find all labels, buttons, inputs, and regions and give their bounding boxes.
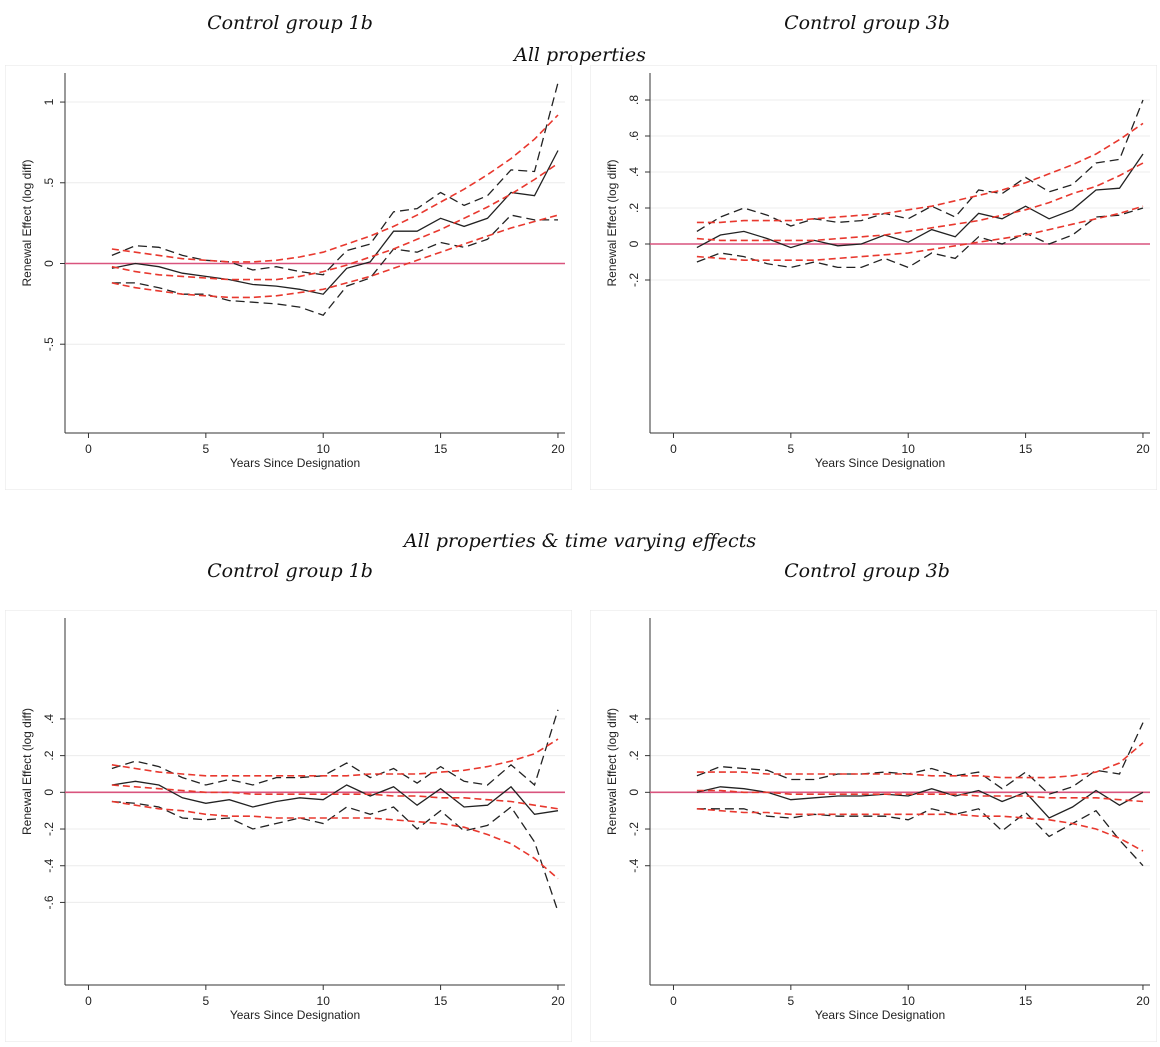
y-tick-label: -.4 bbox=[627, 858, 641, 872]
series-line-fit-upper bbox=[696, 742, 1144, 779]
x-tick-label: 0 bbox=[85, 994, 92, 1008]
series-line-fit-lower bbox=[111, 800, 559, 880]
series-line-lower-ci bbox=[696, 207, 1144, 269]
x-tick-label: 20 bbox=[1136, 994, 1150, 1008]
x-axis-label: Years Since Designation bbox=[815, 456, 945, 470]
series-line-estimate bbox=[111, 780, 559, 815]
series-line-fit-upper bbox=[111, 738, 559, 777]
header-bottom-left: Control group 1b bbox=[207, 560, 373, 582]
y-axis-label: Renewal Effect (log diff) bbox=[605, 708, 619, 835]
y-tick-label: 0 bbox=[627, 240, 641, 247]
series-line-upper-ci bbox=[111, 709, 559, 787]
x-axis-label: Years Since Designation bbox=[230, 456, 360, 470]
chart-time-varying-cg3b: -.4 -.2 0 .2 .4 0 5 10 15 20 Years Since Designati… bbox=[590, 610, 1157, 1042]
y-tick-label: -.4 bbox=[42, 858, 56, 872]
series-line-estimate bbox=[111, 150, 559, 295]
y-tick-label: -.6 bbox=[42, 895, 56, 909]
y-tick-label: .2 bbox=[627, 750, 641, 760]
series-line-fit-lower bbox=[696, 808, 1144, 852]
series-line-lower-ci bbox=[111, 214, 558, 316]
series-line-estimate bbox=[696, 786, 1144, 819]
x-tick-label: 10 bbox=[902, 994, 916, 1008]
series-line-fit bbox=[111, 784, 559, 810]
x-tick-label: 15 bbox=[1019, 994, 1033, 1008]
series-line-upper-ci bbox=[696, 722, 1144, 795]
y-tick-label: .4 bbox=[42, 714, 56, 724]
y-axis-label: Renewal Effect (log diff) bbox=[20, 160, 34, 287]
y-tick-label: -.2 bbox=[42, 822, 56, 836]
y-tick-label: .6 bbox=[627, 131, 641, 141]
series-line-upper-ci bbox=[696, 99, 1144, 232]
x-tick-label: 5 bbox=[788, 442, 795, 456]
series-line-fit bbox=[111, 162, 559, 281]
header-top-left: Control group 1b bbox=[207, 12, 373, 34]
y-axis-label: Renewal Effect (log diff) bbox=[605, 160, 619, 287]
x-tick-label: 15 bbox=[434, 442, 448, 456]
series-line-estimate bbox=[696, 153, 1144, 249]
y-tick-label: -.5 bbox=[42, 337, 56, 351]
x-tick-label: 0 bbox=[85, 442, 92, 456]
y-tick-label: -.2 bbox=[627, 822, 641, 836]
y-tick-label: -.2 bbox=[627, 273, 641, 287]
series-line-fit-upper bbox=[111, 114, 559, 263]
x-tick-label: 0 bbox=[670, 994, 677, 1008]
x-tick-label: 20 bbox=[551, 442, 565, 456]
x-tick-label: 5 bbox=[203, 994, 210, 1008]
x-tick-label: 10 bbox=[902, 442, 916, 456]
x-tick-label: 0 bbox=[670, 442, 677, 456]
series-line-upper-ci bbox=[111, 82, 559, 276]
x-tick-label: 10 bbox=[317, 442, 331, 456]
header-bottom-section: All properties & time varying effects bbox=[403, 530, 757, 552]
series-line-fit bbox=[696, 789, 1144, 803]
x-tick-label: 20 bbox=[1136, 442, 1150, 456]
x-tick-label: 10 bbox=[317, 994, 331, 1008]
y-tick-label: .8 bbox=[627, 95, 641, 105]
chart-all-properties-cg3b: -.2 0 .2 .4 .6 .8 0 5 10 15 20 Years Since Designat… bbox=[590, 65, 1157, 490]
x-axis-label: Years Since Designation bbox=[230, 1008, 360, 1022]
x-tick-label: 5 bbox=[203, 442, 210, 456]
header-top-right: Control group 3b bbox=[784, 12, 950, 34]
y-tick-label: .4 bbox=[627, 714, 641, 724]
y-axis-label: Renewal Effect (log diff) bbox=[20, 708, 34, 835]
y-tick-label: .5 bbox=[42, 177, 56, 187]
plot-frame bbox=[590, 65, 1157, 490]
y-tick-label: 0 bbox=[42, 260, 56, 267]
y-tick-label: .2 bbox=[627, 203, 641, 213]
header-top-section: All properties bbox=[514, 44, 646, 66]
series-line-fit bbox=[696, 162, 1144, 242]
series-line-fit-lower bbox=[111, 214, 559, 299]
x-tick-label: 5 bbox=[788, 994, 795, 1008]
series-line-fit-lower bbox=[696, 205, 1144, 261]
y-tick-label: 1 bbox=[42, 98, 56, 105]
series-line-fit-upper bbox=[696, 122, 1144, 224]
x-axis-label: Years Since Designation bbox=[815, 1008, 945, 1022]
y-tick-label: .4 bbox=[627, 167, 641, 177]
x-tick-label: 20 bbox=[551, 994, 565, 1008]
chart-time-varying-cg1b: -.6 -.4 -.2 0 .2 .4 0 5 10 15 20 Years Since Design… bbox=[5, 610, 572, 1042]
y-tick-label: .2 bbox=[42, 750, 56, 760]
y-tick-label: 0 bbox=[627, 789, 641, 796]
x-tick-label: 15 bbox=[434, 994, 448, 1008]
y-tick-label: 0 bbox=[42, 789, 56, 796]
plot-frame bbox=[590, 610, 1157, 1042]
x-tick-label: 15 bbox=[1019, 442, 1033, 456]
plot-frame bbox=[5, 610, 572, 1042]
header-bottom-right: Control group 3b bbox=[784, 560, 950, 582]
series-line-lower-ci bbox=[111, 800, 559, 912]
